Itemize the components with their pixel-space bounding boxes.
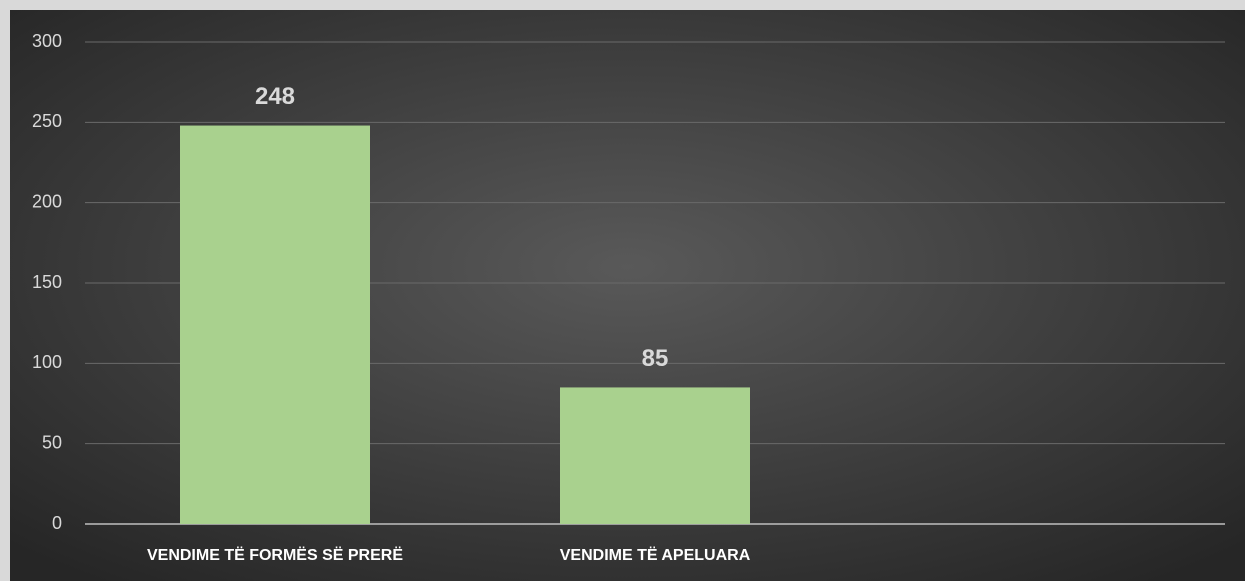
x-tick-label: VENDIME TË APELUARA: [560, 546, 751, 564]
y-tick-label: 200: [32, 191, 62, 211]
y-tick-label: 300: [32, 31, 62, 51]
bar: [560, 387, 750, 524]
x-tick-label: VENDIME TË FORMËS SË PRERË: [147, 546, 403, 564]
y-tick-label: 50: [42, 432, 62, 452]
y-tick-label: 100: [32, 352, 62, 372]
y-tick-label: 150: [32, 272, 62, 292]
data-label: 85: [642, 345, 669, 372]
y-tick-label: 250: [32, 111, 62, 131]
data-label: 248: [255, 83, 295, 110]
bar: [180, 125, 370, 525]
y-tick-label: 0: [52, 513, 62, 533]
